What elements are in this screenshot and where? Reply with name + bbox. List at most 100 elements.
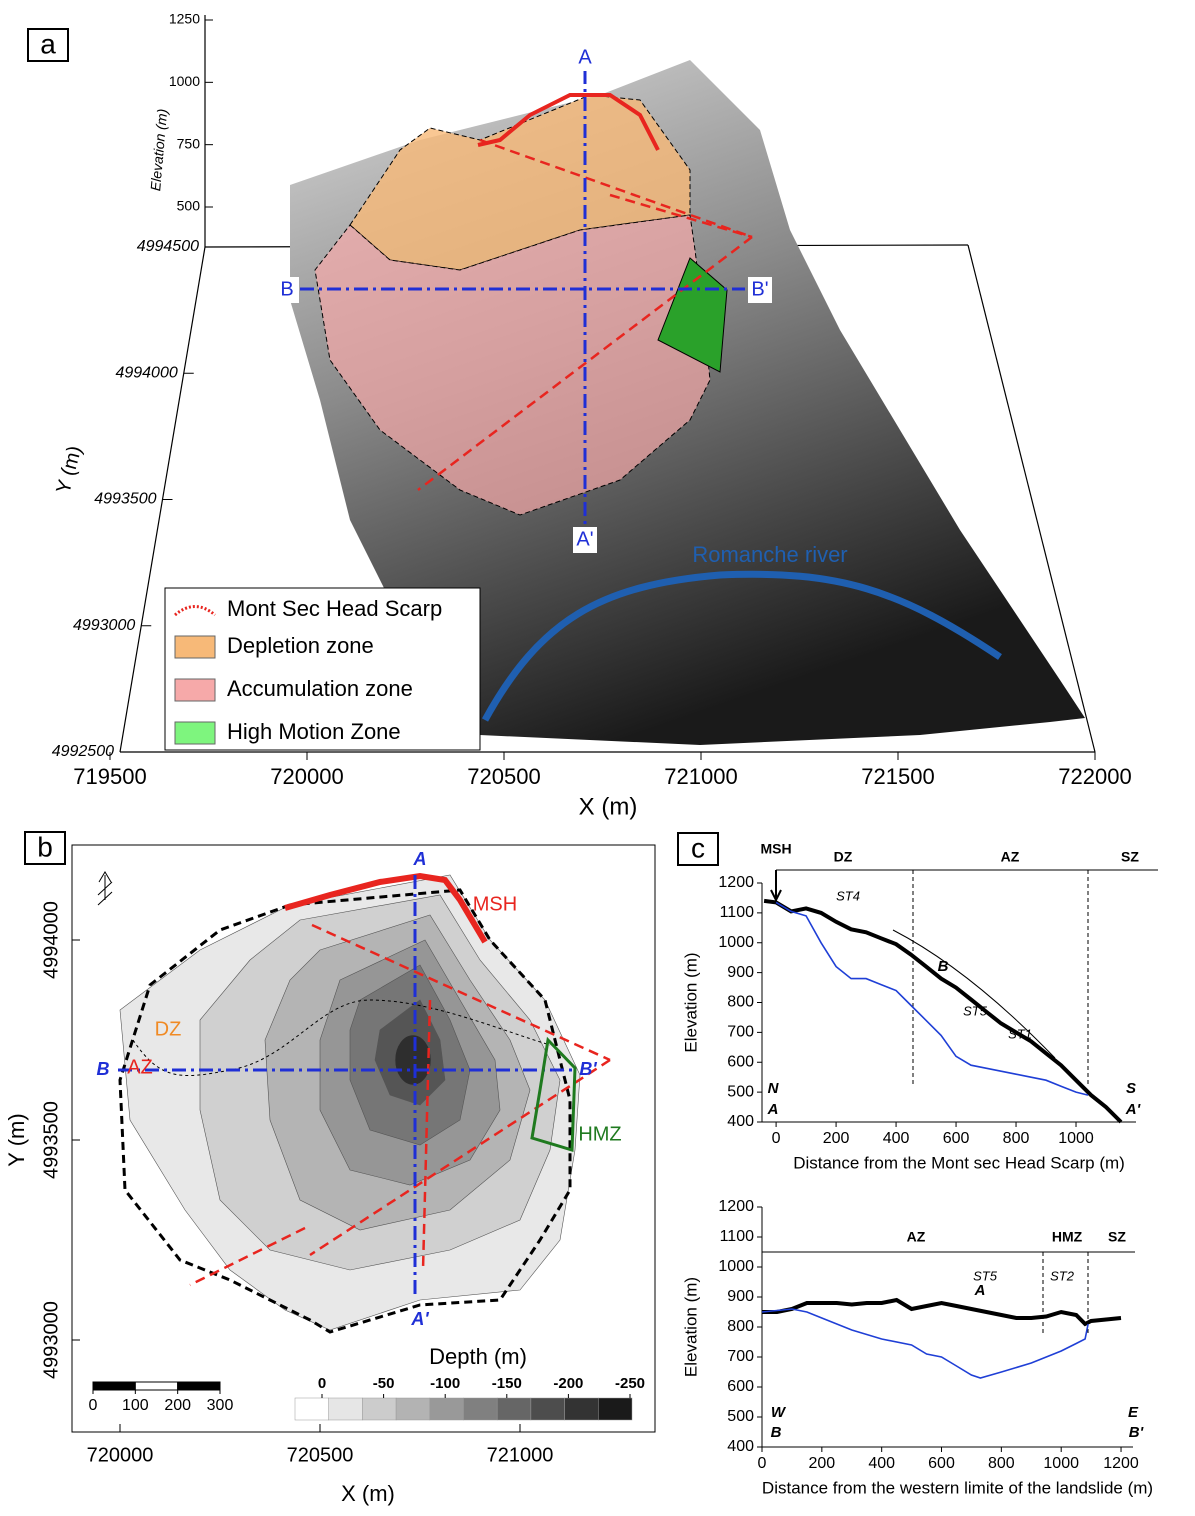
legend-label: High Motion Zone — [227, 719, 401, 744]
x-axis-label: X (m) — [341, 1481, 395, 1506]
x-tick-label: 400 — [883, 1130, 910, 1147]
legend-swatch — [174, 605, 216, 617]
z-tick-label: 500 — [177, 198, 201, 214]
y-tick-label: 1000 — [718, 1258, 754, 1275]
section-label: B' — [751, 278, 768, 300]
annotation: ST4 — [836, 888, 860, 903]
section-label: A — [578, 46, 592, 68]
colorbar-cell — [294, 1397, 329, 1421]
x-tick-label: 1000 — [1058, 1130, 1094, 1147]
z-tick-label: 750 — [177, 135, 201, 151]
y-tick-label: 4992500 — [52, 743, 114, 760]
x-tick-label: 721000 — [487, 1444, 554, 1466]
annotation: ST5 — [973, 1268, 998, 1283]
x-tick-label: 200 — [823, 1130, 850, 1147]
zone-label: AZ — [1001, 849, 1020, 865]
x-axis-label: Distance from the western limite of the … — [762, 1478, 1153, 1497]
annotation: E — [1128, 1404, 1139, 1421]
x-tick-label: 721500 — [861, 764, 934, 789]
y-tick-label: 400 — [727, 1113, 754, 1130]
scale-bar-segment — [177, 1381, 221, 1391]
section-label: B — [97, 1059, 110, 1079]
section-label-box — [573, 527, 597, 553]
section-label-box — [748, 277, 772, 303]
section-label: A' — [576, 528, 593, 550]
y-tick-label: 700 — [727, 1348, 754, 1365]
y-tick-label: 900 — [727, 1288, 754, 1305]
annotation: A' — [1125, 1101, 1141, 1118]
scale-tick-label: 200 — [164, 1397, 191, 1414]
legend-label: Accumulation zone — [227, 676, 413, 701]
y-tick-label: 4994500 — [137, 238, 199, 255]
colorbar-cell — [395, 1397, 431, 1421]
section-label: A — [413, 849, 427, 869]
colorbar-cell — [429, 1397, 464, 1421]
legend-swatch — [174, 635, 216, 659]
surface-profile — [763, 898, 1123, 1124]
y-tick-label: 700 — [727, 1024, 754, 1041]
y-axis-label: Elevation (m) — [681, 1277, 700, 1377]
annotation: W — [771, 1404, 787, 1421]
panel-c-label-box — [677, 832, 719, 866]
depth-contours — [119, 874, 581, 1331]
depletion-boundary — [132, 999, 551, 1076]
zone-label: DZ — [834, 849, 853, 865]
y-tick-label: 400 — [727, 1438, 754, 1455]
colorbar-tick-label: -200 — [553, 1375, 583, 1392]
annotation: B' — [1129, 1424, 1144, 1441]
x-tick-label: 1000 — [1043, 1455, 1079, 1472]
panel-label: b — [37, 831, 53, 862]
north-arrow — [97, 871, 113, 906]
x-axis-label: X (m) — [579, 793, 638, 820]
y-tick-label: 500 — [727, 1083, 754, 1100]
annotation: S — [1126, 1080, 1136, 1097]
y-tick-label: 4994000 — [115, 364, 177, 381]
river-label: Romanche river — [692, 542, 847, 567]
y-tick-label: 4994000 — [40, 901, 62, 979]
section-label-box — [275, 277, 299, 303]
colorbar-cell — [496, 1397, 532, 1421]
legend-box — [164, 587, 481, 751]
x-tick-label: 719500 — [73, 764, 146, 789]
hmz-outline — [530, 1036, 577, 1152]
colorbar-tick-label: 0 — [318, 1375, 326, 1392]
y-tick-label: 600 — [727, 1378, 754, 1395]
head-scarp — [477, 93, 660, 151]
x-tick-label: 1200 — [1103, 1455, 1139, 1472]
section-label: B — [280, 278, 293, 300]
section-label-box — [573, 45, 597, 71]
y-tick-label: 800 — [727, 994, 754, 1011]
y-tick-label: 1100 — [720, 1228, 755, 1245]
colorbar-cell — [598, 1397, 633, 1421]
section-lines — [300, 70, 745, 525]
x-tick-label: 720000 — [87, 1444, 154, 1466]
x-tick-label: 721000 — [664, 764, 737, 789]
y-tick-label: 800 — [727, 1318, 754, 1335]
x-axis-label: Distance from the Mont sec Head Scarp (m… — [793, 1153, 1125, 1172]
x-tick-label: 720000 — [270, 764, 343, 789]
scale-tick-label: 300 — [207, 1397, 234, 1414]
colorbar-tick-label: -100 — [430, 1375, 460, 1392]
annotation: ST2 — [1050, 1268, 1075, 1283]
scale-tick-label: 100 — [122, 1397, 149, 1414]
legend-swatch — [174, 721, 216, 745]
scale-tick-label: 0 — [89, 1397, 98, 1414]
y-tick-label: 900 — [727, 964, 754, 981]
y-tick-label: 1100 — [720, 904, 755, 921]
y-tick-label: 4993500 — [40, 1101, 62, 1179]
y-axis-label: Y (m) — [52, 444, 86, 497]
y-tick-label: 4993500 — [94, 491, 156, 508]
y-tick-label: 1200 — [718, 874, 754, 891]
river — [481, 570, 1002, 722]
panel-label: c — [691, 832, 705, 863]
colorbar-label: Depth (m) — [429, 1344, 527, 1369]
x-tick-label: 720500 — [287, 1444, 354, 1466]
y-axis-label: Elevation (m) — [681, 952, 700, 1052]
x-tick-label: 0 — [758, 1455, 767, 1472]
x-tick-label: 800 — [988, 1455, 1015, 1472]
zone-label: AZ — [127, 1056, 153, 1078]
panel-label-box — [24, 831, 66, 865]
section-lines-b — [118, 875, 575, 1295]
